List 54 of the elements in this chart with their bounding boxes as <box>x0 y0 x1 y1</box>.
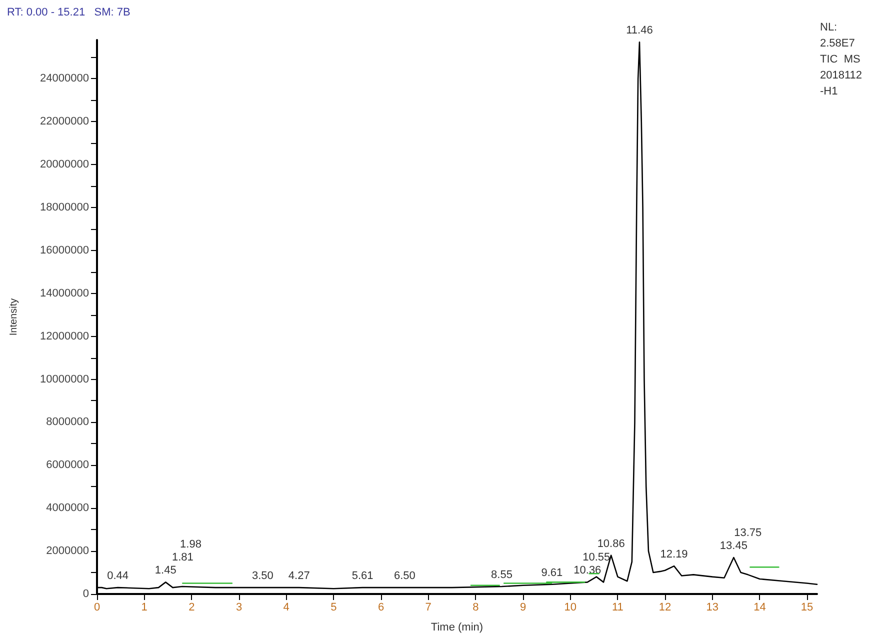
y-tick-label: 20000000 <box>40 158 89 171</box>
annotation: 3.50 <box>252 570 274 582</box>
y-tick-label: 18000000 <box>40 201 89 214</box>
annotation: 9.61 <box>541 566 563 579</box>
annotation: 8.55 <box>491 568 512 581</box>
x-tick-label: 12 <box>658 602 672 614</box>
text: 2018112 <box>820 70 862 82</box>
annotation: 11.46 <box>626 24 653 37</box>
x-tick-label: 5 <box>330 602 337 614</box>
x-tick-label: 6 <box>378 602 384 614</box>
text: -H1 <box>820 86 838 98</box>
x-tick-label: 14 <box>754 602 766 614</box>
text: 2.58E7 <box>820 38 855 50</box>
annotation: 13.75 <box>734 526 762 539</box>
annotation: 4.27 <box>288 570 310 582</box>
annotation: 12.19 <box>660 548 688 561</box>
y-axis-title: Intensity <box>8 298 20 336</box>
x-tick-label: 9 <box>520 602 526 614</box>
text: TIC MS <box>820 54 860 66</box>
x-tick-label: 10 <box>564 602 576 614</box>
y-tick-label: 22000000 <box>40 116 89 128</box>
x-tick-label: 11 <box>612 602 624 614</box>
text: NL: <box>820 22 838 34</box>
y-tick-label: 14000000 <box>40 287 89 300</box>
x-tick-label: 4 <box>283 602 290 614</box>
y-tick-label: 16000000 <box>40 244 89 256</box>
annotation: 5.61 <box>352 570 374 582</box>
annotation: 1.45 <box>154 564 176 577</box>
x-tick-label: 1 <box>141 602 148 614</box>
x-tick-label: 13 <box>706 602 719 614</box>
annotation: 1.98 <box>180 538 202 551</box>
x-tick-label: 7 <box>425 602 432 614</box>
y-tick-label: 2000000 <box>46 545 89 558</box>
y-tick-label: 0 <box>82 588 89 600</box>
annotation: 13.45 <box>720 540 748 552</box>
x-tick-label: 0 <box>94 602 100 614</box>
annotation: 1.81 <box>172 552 194 564</box>
x-tick-label: 3 <box>236 602 242 614</box>
chart-title: RT: 0.00 - 15.21 SM: 7B <box>7 6 130 18</box>
y-tick-label: 24000000 <box>40 72 89 85</box>
y-tick-label: 10000000 <box>40 373 89 386</box>
y-tick-label: 12000000 <box>40 330 89 342</box>
annotation: 0.44 <box>107 570 129 582</box>
annotation: 10.86 <box>597 538 625 550</box>
y-tick-label: 6000000 <box>46 459 89 472</box>
x-tick-label: 8 <box>472 602 479 614</box>
x-tick-label: 2 <box>188 602 195 614</box>
annotation: 10.55 <box>582 552 610 564</box>
annotation: 6.50 <box>394 570 416 582</box>
y-tick-label: 8000000 <box>46 416 89 428</box>
x-axis-title: Time (min) <box>430 622 484 634</box>
x-tick-label: 15 <box>800 602 814 614</box>
annotation: 10.36 <box>574 564 602 577</box>
y-tick-label: 4000000 <box>46 502 89 514</box>
